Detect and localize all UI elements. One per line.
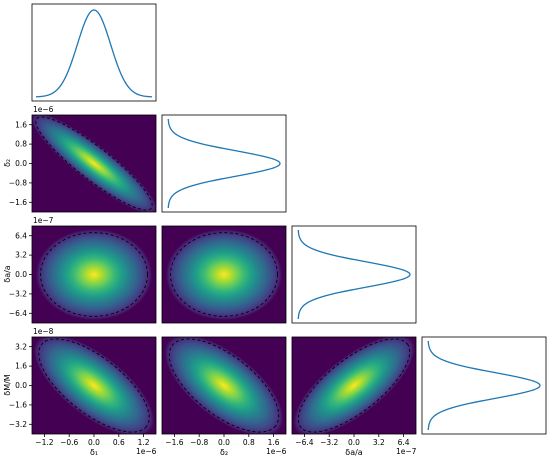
y-tick-label: −1.6 [9, 198, 27, 207]
x-tick-label: 3.2 [373, 438, 385, 447]
y-tick-label: 0.0 [15, 381, 27, 390]
joint-density [293, 337, 415, 434]
x-tick-label: 0.0 [88, 438, 100, 447]
joint-dM-d2-panel [161, 336, 287, 435]
joint-density [33, 337, 155, 434]
marginal-dM-panel [421, 336, 547, 435]
joint-density [35, 229, 153, 320]
confidence-contour [35, 116, 153, 211]
joint-d2-d1-panel [31, 114, 157, 213]
y-tick-label: −1.6 [9, 401, 27, 410]
col1-xlabel: δ₂ [220, 448, 228, 457]
x-tick-label: 0.0 [218, 438, 230, 447]
y-tick-label: −6.4 [9, 309, 27, 318]
marginal-da-curve [297, 229, 411, 320]
y-tick-label: −3.2 [9, 290, 27, 299]
confidence-contour [40, 232, 148, 317]
joint-density [32, 115, 156, 212]
x-tick-label: 1.6 [268, 438, 280, 447]
x-tick-label: 0.8 [243, 438, 255, 447]
y-tick-label: −0.8 [9, 179, 27, 188]
y-tick-label: −3.2 [9, 420, 27, 429]
row2-ylabel: δa/a [3, 265, 12, 282]
marginal-da-panel [291, 225, 417, 324]
tick-layer: −1.6 −0.8 0.0 0.8 1.6 −6.4 −3.2 0.0 3.2 6.4 −3.2 −1… [9, 120, 410, 447]
marginal-d2-panel [161, 114, 287, 213]
joint-da-d2-panel [161, 225, 287, 324]
col0-xlabel: δ₁ [90, 448, 98, 457]
marginal-d2-frame [161, 114, 287, 213]
x-tick-label: 1.2 [138, 438, 150, 447]
x-tick-label: −6.4 [295, 438, 313, 447]
row2-offset-text: 1e−7 [33, 216, 54, 225]
marginal-dM-frame [421, 336, 547, 435]
x-tick-label: −0.6 [60, 438, 78, 447]
row1-offset-text: 1e−6 [33, 105, 54, 114]
x-tick-label: 6.4 [398, 438, 410, 447]
col2-offset-text: 1e−7 [396, 447, 417, 456]
y-tick-label: 0.8 [15, 140, 27, 149]
marginal-da-frame [291, 225, 417, 324]
y-tick-label: 3.2 [15, 251, 27, 260]
x-tick-label: 0.6 [113, 438, 125, 447]
marginal-d1-panel [31, 3, 157, 102]
x-tick-label: 0.0 [348, 438, 360, 447]
y-tick-label: 0.0 [15, 159, 27, 168]
joint-density [164, 337, 284, 434]
row1-ylabel: δ₂ [3, 159, 12, 167]
marginal-dM-curve [427, 340, 541, 431]
confidence-contour [170, 232, 278, 317]
y-tick-label: 0.0 [15, 270, 27, 279]
x-tick-label: −1.6 [165, 438, 183, 447]
marginal-d1-frame [31, 3, 157, 102]
joint-dM-da-panel [291, 336, 417, 435]
joint-dM-d1-panel [31, 336, 157, 435]
confidence-contour [38, 338, 150, 433]
y-tick-label: 1.6 [15, 120, 27, 129]
confidence-contour [297, 338, 411, 433]
marginal-d2-curve [167, 118, 281, 209]
y-tick-label: 1.6 [15, 362, 27, 371]
col1-offset-text: 1e−6 [266, 447, 287, 456]
x-tick-label: −3.2 [320, 438, 338, 447]
row3-offset-text: 1e−8 [33, 327, 54, 336]
col2-xlabel: δa/a [345, 448, 362, 457]
y-tick-label: 3.2 [15, 342, 27, 351]
y-tick-label: 6.4 [15, 231, 27, 240]
joint-frame [161, 225, 287, 324]
marginal-d1-curve [35, 9, 153, 98]
confidence-contour [168, 338, 280, 433]
x-tick-label: −1.2 [35, 438, 53, 447]
x-tick-label: −0.8 [190, 438, 208, 447]
joint-da-d1-panel [31, 225, 157, 324]
col0-offset-text: 1e−6 [136, 447, 157, 456]
joint-density [165, 229, 283, 320]
row3-ylabel: δM/M [3, 374, 12, 395]
